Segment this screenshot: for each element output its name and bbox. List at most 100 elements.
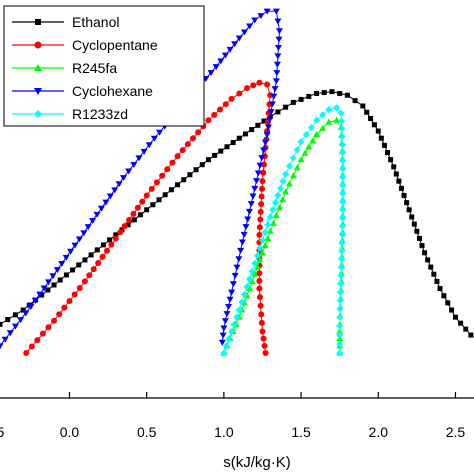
data-point — [82, 257, 88, 263]
data-point — [325, 118, 333, 125]
data-point — [259, 178, 266, 185]
data-point — [297, 156, 305, 163]
data-point — [238, 239, 246, 246]
data-point — [319, 124, 327, 131]
data-point — [253, 178, 261, 185]
series-cyclohexane — [0, 8, 283, 350]
data-point — [0, 321, 3, 327]
data-point — [58, 261, 66, 267]
data-point — [264, 81, 271, 88]
data-point — [463, 326, 469, 332]
data-point — [148, 185, 155, 192]
data-point — [336, 331, 344, 339]
data-point — [228, 289, 236, 296]
data-point — [468, 332, 474, 338]
data-point — [458, 320, 464, 326]
data-point — [274, 191, 282, 199]
data-point — [261, 228, 269, 236]
data-point — [338, 222, 346, 230]
data-point — [169, 159, 176, 166]
data-point — [81, 278, 88, 285]
data-point — [337, 263, 345, 271]
data-point — [71, 291, 78, 298]
data-point — [306, 93, 312, 99]
data-point — [404, 200, 410, 206]
data-point — [246, 285, 254, 292]
data-point — [338, 133, 346, 141]
data-point — [76, 262, 82, 268]
data-point — [242, 224, 250, 231]
data-point — [338, 141, 346, 149]
data-point — [217, 106, 224, 113]
data-point — [297, 138, 305, 146]
data-point — [130, 210, 137, 217]
data-point — [258, 236, 266, 244]
data-point — [231, 41, 239, 48]
data-point — [218, 339, 226, 346]
data-point — [45, 324, 52, 331]
data-point — [275, 28, 283, 35]
data-point — [228, 95, 235, 102]
x-tick-label: 0.5 — [137, 424, 157, 440]
data-point — [307, 123, 315, 131]
data-point — [313, 131, 321, 138]
data-point — [338, 125, 346, 133]
data-point — [249, 127, 255, 133]
data-point — [437, 286, 443, 292]
data-point — [256, 244, 264, 252]
data-point — [45, 279, 53, 286]
data-point — [258, 155, 266, 162]
data-point — [107, 237, 113, 243]
data-point — [411, 221, 417, 227]
data-point — [193, 167, 199, 173]
data-point — [233, 264, 241, 271]
data-point — [212, 152, 218, 158]
data-point — [258, 249, 266, 256]
data-point — [263, 132, 271, 139]
data-point — [51, 317, 58, 324]
data-point — [143, 192, 150, 199]
data-point — [249, 193, 257, 200]
data-point — [398, 185, 404, 191]
data-point — [285, 162, 293, 170]
data-point — [97, 205, 105, 212]
data-point — [27, 303, 35, 310]
data-point — [66, 298, 73, 305]
data-point — [339, 198, 347, 206]
data-point — [336, 349, 344, 357]
data-point — [375, 128, 381, 134]
data-point — [272, 78, 280, 85]
data-point — [115, 181, 123, 188]
x-axis-title: s(kJ/kg·K) — [223, 454, 291, 471]
data-point — [275, 109, 281, 115]
data-point — [70, 267, 76, 273]
data-point — [263, 8, 271, 15]
data-point — [428, 264, 434, 270]
data-point — [181, 177, 187, 183]
data-point — [222, 101, 229, 108]
legend-item: Cyclohexane — [12, 83, 153, 99]
data-point — [179, 147, 186, 154]
data-point — [34, 41, 42, 49]
data-point — [246, 23, 254, 30]
data-point — [298, 96, 304, 102]
legend-item: Ethanol — [12, 14, 119, 30]
data-point — [195, 129, 202, 136]
data-point — [62, 254, 70, 261]
data-point — [145, 142, 153, 149]
data-point — [235, 306, 243, 314]
legend-label: Ethanol — [72, 14, 119, 30]
data-point — [256, 270, 263, 277]
data-point — [339, 214, 347, 222]
data-point — [445, 300, 451, 306]
data-point — [221, 52, 229, 59]
data-point — [207, 70, 215, 77]
data-point — [441, 293, 447, 299]
data-point — [336, 340, 344, 348]
data-point — [266, 227, 274, 234]
data-point — [238, 298, 246, 306]
data-point — [117, 229, 124, 236]
data-point — [150, 202, 156, 208]
data-point — [352, 98, 358, 104]
